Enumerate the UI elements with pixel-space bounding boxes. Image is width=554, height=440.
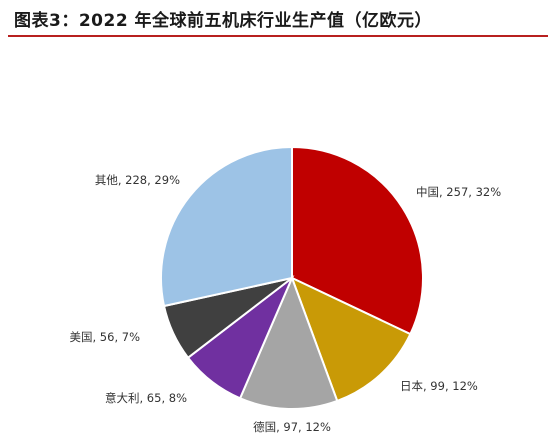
title-divider: [8, 35, 548, 37]
data-label-3: 德国, 97, 12%: [253, 420, 331, 434]
pie-slice-6: [160, 145, 293, 308]
data-label-1: 中国, 257, 32%: [416, 185, 501, 199]
data-labels: 中国, 257, 32% 日本, 99, 12% 德国, 97, 12% 意大利, 6…: [70, 173, 502, 434]
data-label-5: 美国, 56, 7%: [70, 330, 141, 344]
pie-slices: [160, 145, 424, 410]
data-label-6: 其他, 228, 29%: [95, 173, 180, 187]
data-label-4: 意大利, 65, 8%: [105, 391, 187, 405]
pie-slice-1: [291, 145, 424, 336]
figure-title: 图表3：2022 年全球前五机床行业生产值（亿欧元）: [14, 11, 433, 31]
data-label-2: 日本, 99, 12%: [400, 379, 478, 393]
pie-slice-3: [238, 275, 339, 410]
pie-slice-2: [290, 276, 412, 403]
